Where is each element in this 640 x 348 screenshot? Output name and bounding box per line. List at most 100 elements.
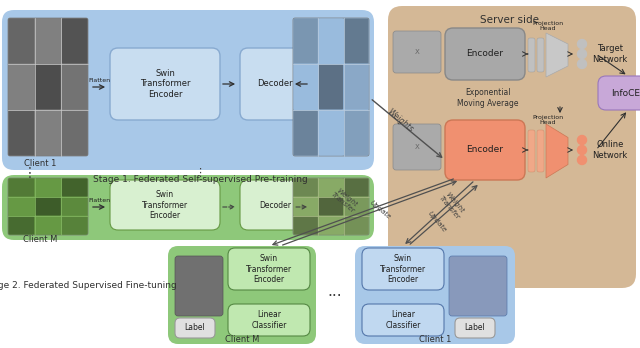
FancyBboxPatch shape <box>228 248 310 290</box>
Text: Update: Update <box>426 210 447 234</box>
FancyBboxPatch shape <box>2 10 374 170</box>
Text: Label: Label <box>184 324 205 332</box>
Text: Decoder: Decoder <box>259 200 291 209</box>
FancyBboxPatch shape <box>294 64 318 110</box>
FancyBboxPatch shape <box>362 248 444 290</box>
FancyBboxPatch shape <box>537 38 544 72</box>
FancyBboxPatch shape <box>388 6 636 288</box>
FancyBboxPatch shape <box>393 31 441 73</box>
FancyBboxPatch shape <box>35 216 61 235</box>
FancyBboxPatch shape <box>445 120 525 180</box>
Circle shape <box>577 145 586 155</box>
FancyBboxPatch shape <box>293 178 369 235</box>
FancyBboxPatch shape <box>35 111 61 156</box>
Text: Online
Network: Online Network <box>593 140 628 160</box>
FancyBboxPatch shape <box>8 178 88 235</box>
FancyBboxPatch shape <box>294 198 318 215</box>
Text: Linear
Classifier: Linear Classifier <box>385 310 420 330</box>
FancyBboxPatch shape <box>168 246 316 344</box>
FancyBboxPatch shape <box>62 198 88 215</box>
FancyBboxPatch shape <box>35 64 61 110</box>
Text: Client 1: Client 1 <box>419 335 451 345</box>
FancyBboxPatch shape <box>344 198 369 215</box>
Text: Weight
Transfer: Weight Transfer <box>330 186 360 214</box>
FancyBboxPatch shape <box>344 111 369 156</box>
Text: Client 1: Client 1 <box>24 158 56 167</box>
Text: Encoder: Encoder <box>467 49 504 58</box>
Text: ⋮: ⋮ <box>23 166 37 180</box>
FancyBboxPatch shape <box>319 18 343 63</box>
Text: Linear
Classifier: Linear Classifier <box>252 310 287 330</box>
Text: Swin
Transformer
Encoder: Swin Transformer Encoder <box>246 254 292 284</box>
Text: X: X <box>415 49 419 55</box>
FancyBboxPatch shape <box>8 198 34 215</box>
FancyBboxPatch shape <box>8 18 88 156</box>
FancyBboxPatch shape <box>449 256 507 316</box>
Circle shape <box>577 60 586 69</box>
FancyBboxPatch shape <box>598 76 640 110</box>
FancyBboxPatch shape <box>393 124 441 170</box>
Text: Swin
Transformer
Encoder: Swin Transformer Encoder <box>140 69 190 99</box>
FancyBboxPatch shape <box>35 198 61 215</box>
Text: ···: ··· <box>328 288 342 303</box>
FancyBboxPatch shape <box>35 18 61 63</box>
FancyBboxPatch shape <box>8 216 34 235</box>
FancyBboxPatch shape <box>110 48 220 120</box>
Text: Weights: Weights <box>385 108 415 134</box>
FancyBboxPatch shape <box>344 64 369 110</box>
FancyBboxPatch shape <box>62 18 88 63</box>
Polygon shape <box>546 33 568 77</box>
Text: ⋮: ⋮ <box>195 168 205 178</box>
FancyBboxPatch shape <box>344 18 369 63</box>
FancyBboxPatch shape <box>319 64 343 110</box>
FancyBboxPatch shape <box>8 18 34 63</box>
FancyBboxPatch shape <box>362 304 444 336</box>
Text: Decoder: Decoder <box>257 79 293 88</box>
FancyBboxPatch shape <box>319 179 343 197</box>
FancyBboxPatch shape <box>240 180 310 230</box>
Text: Client M: Client M <box>225 335 259 345</box>
FancyBboxPatch shape <box>62 111 88 156</box>
Circle shape <box>577 135 586 144</box>
FancyBboxPatch shape <box>62 179 88 197</box>
Text: Stage 1. Federated Self-supervised Pre-training: Stage 1. Federated Self-supervised Pre-t… <box>93 175 307 184</box>
FancyBboxPatch shape <box>344 216 369 235</box>
Circle shape <box>577 40 586 48</box>
FancyBboxPatch shape <box>62 216 88 235</box>
Text: Server side: Server side <box>481 15 540 25</box>
FancyBboxPatch shape <box>293 18 369 156</box>
FancyBboxPatch shape <box>2 175 374 240</box>
Text: Projection
Head: Projection Head <box>532 21 564 31</box>
Text: Target
Network: Target Network <box>593 44 628 64</box>
FancyBboxPatch shape <box>344 179 369 197</box>
FancyBboxPatch shape <box>294 111 318 156</box>
FancyBboxPatch shape <box>355 246 515 344</box>
FancyBboxPatch shape <box>319 198 343 215</box>
FancyBboxPatch shape <box>528 130 535 172</box>
FancyBboxPatch shape <box>294 18 318 63</box>
Text: X: X <box>415 144 419 150</box>
Text: Label: Label <box>465 324 485 332</box>
FancyBboxPatch shape <box>110 180 220 230</box>
FancyBboxPatch shape <box>175 256 223 316</box>
FancyBboxPatch shape <box>319 111 343 156</box>
FancyBboxPatch shape <box>294 179 318 197</box>
FancyBboxPatch shape <box>294 216 318 235</box>
Text: Update: Update <box>368 199 392 221</box>
FancyBboxPatch shape <box>537 130 544 172</box>
FancyBboxPatch shape <box>8 179 34 197</box>
Text: Swin
Transformer
Encoder: Swin Transformer Encoder <box>380 254 426 284</box>
Circle shape <box>577 156 586 165</box>
FancyBboxPatch shape <box>240 48 310 120</box>
FancyBboxPatch shape <box>175 318 215 338</box>
Text: InfoCE: InfoCE <box>611 88 640 97</box>
FancyBboxPatch shape <box>8 111 34 156</box>
Text: Weight
Transfer: Weight Transfer <box>438 190 466 220</box>
Text: Flatten: Flatten <box>88 198 110 204</box>
FancyBboxPatch shape <box>228 304 310 336</box>
Text: Swin
Transformer
Encoder: Swin Transformer Encoder <box>142 190 188 220</box>
Circle shape <box>577 49 586 58</box>
Text: Encoder: Encoder <box>467 145 504 155</box>
Text: Client M: Client M <box>23 236 57 245</box>
FancyBboxPatch shape <box>319 216 343 235</box>
